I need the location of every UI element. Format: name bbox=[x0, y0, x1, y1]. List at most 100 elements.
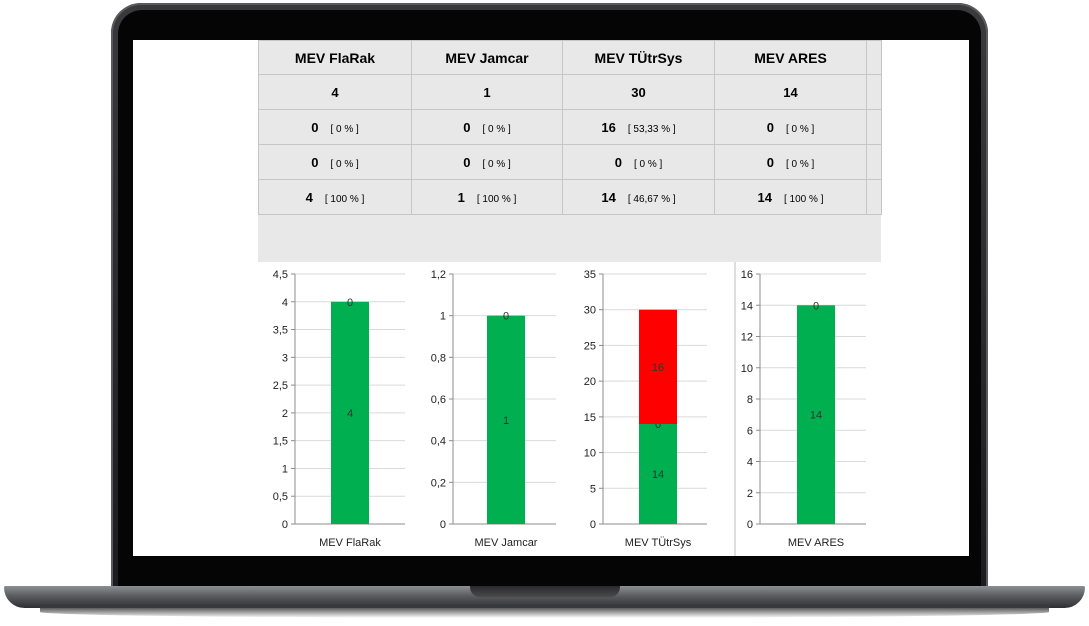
table-row-totals: 4 1 30 14 bbox=[258, 74, 882, 110]
cell-percent: [ 0 % ] bbox=[330, 123, 359, 135]
y-tick-label: 4,5 bbox=[273, 269, 288, 281]
cell-percent: [ 100 % ] bbox=[476, 193, 517, 205]
y-tick-label: 0,8 bbox=[431, 352, 446, 364]
y-tick-label: 3 bbox=[282, 352, 288, 364]
y-tick-label: 0 bbox=[590, 519, 596, 531]
column-header: MEV ARES bbox=[714, 40, 867, 75]
y-tick-label: 0,5 bbox=[273, 491, 288, 503]
cell-count: 0 bbox=[766, 154, 774, 170]
laptop-notch bbox=[470, 586, 620, 597]
cell-count: 1 bbox=[457, 189, 465, 205]
y-tick-label: 4 bbox=[747, 457, 753, 469]
y-tick-label: 1 bbox=[282, 463, 288, 475]
value-cell: 0 [ 0 % ] bbox=[714, 144, 867, 180]
value-cell: 0 [ 0 % ] bbox=[562, 144, 715, 180]
value-cell: 16 [ 53,33 % ] bbox=[562, 109, 715, 145]
table-edge-cell bbox=[866, 40, 882, 75]
table-row: 0 [ 0 % ] 0 [ 0 % ] 16 [ 53,33 % ] 0 [ 0 % ] bbox=[258, 109, 882, 145]
cell-count: 0 bbox=[311, 119, 319, 135]
bar-segment bbox=[331, 301, 369, 524]
bar-segment bbox=[639, 424, 677, 524]
y-tick-label: 1,5 bbox=[273, 436, 288, 448]
total-cell: 1 bbox=[411, 74, 563, 110]
cell-count: 0 bbox=[614, 154, 622, 170]
data-label: 1 bbox=[503, 415, 509, 427]
data-label: 14 bbox=[652, 469, 664, 481]
cell-count: 0 bbox=[311, 154, 319, 170]
category-label: MEV Jamcar bbox=[475, 537, 538, 549]
y-tick-label: 14 bbox=[741, 300, 753, 312]
y-tick-label: 0,2 bbox=[431, 477, 446, 489]
table-row: 0 [ 0 % ] 0 [ 0 % ] 0 [ 0 % ] 0 [ 0 % ] bbox=[258, 144, 882, 180]
y-tick-label: 6 bbox=[747, 425, 753, 437]
y-tick-label: 30 bbox=[584, 305, 596, 317]
data-label: 0 bbox=[655, 419, 661, 431]
y-tick-label: 5 bbox=[590, 483, 596, 495]
data-label: 14 bbox=[810, 410, 822, 422]
y-tick-label: 16 bbox=[741, 269, 753, 281]
category-label: MEV FlaRak bbox=[319, 537, 381, 549]
laptop-shadow bbox=[40, 606, 1049, 618]
cell-count: 0 bbox=[463, 154, 471, 170]
cell-count: 16 bbox=[601, 119, 616, 135]
cell-percent: [ 0 % ] bbox=[785, 158, 815, 170]
bar-segment bbox=[639, 309, 677, 424]
y-tick-label: 2 bbox=[747, 488, 753, 500]
value-cell: 1 [ 100 % ] bbox=[411, 179, 563, 215]
value-cell: 4 [ 100 % ] bbox=[258, 179, 412, 215]
cell-percent: [ 0 % ] bbox=[633, 158, 663, 170]
y-tick-label: 4 bbox=[282, 297, 288, 309]
table-edge-cell bbox=[866, 74, 882, 110]
cell-percent: [ 0 % ] bbox=[482, 123, 511, 135]
data-label: 4 bbox=[347, 408, 353, 420]
category-label: MEV ARES bbox=[788, 537, 844, 549]
y-tick-label: 10 bbox=[741, 363, 753, 375]
bar-segment bbox=[797, 305, 835, 524]
y-tick-label: 8 bbox=[747, 394, 753, 406]
table-row: 4 [ 100 % ] 1 [ 100 % ] 14 [ 46,67 % ] 14 [ … bbox=[258, 179, 882, 215]
cell-count: 14 bbox=[601, 189, 616, 205]
cell-count: 14 bbox=[757, 189, 772, 205]
y-tick-label: 0,6 bbox=[431, 394, 446, 406]
value-cell: 0 [ 0 % ] bbox=[714, 109, 867, 145]
total-cell: 14 bbox=[714, 74, 867, 110]
value-cell: 14 [ 46,67 % ] bbox=[562, 179, 715, 215]
cell-count: 0 bbox=[766, 119, 774, 135]
column-header: MEV FlaRak bbox=[258, 40, 412, 75]
y-tick-label: 20 bbox=[584, 376, 596, 388]
y-tick-label: 1,2 bbox=[431, 269, 446, 281]
data-label: 0 bbox=[347, 297, 353, 309]
value-cell: 0 [ 0 % ] bbox=[258, 144, 412, 180]
data-label: 0 bbox=[813, 300, 819, 312]
y-tick-label: 0 bbox=[747, 519, 753, 531]
column-header: MEV TÜtrSys bbox=[562, 40, 715, 75]
value-cell: 0 [ 0 % ] bbox=[411, 109, 563, 145]
y-tick-label: 0,4 bbox=[431, 436, 446, 448]
column-header: MEV Jamcar bbox=[411, 40, 563, 75]
table-edge-cell bbox=[866, 109, 882, 145]
cell-percent: [ 100 % ] bbox=[784, 193, 824, 205]
cell-count: 0 bbox=[463, 119, 471, 135]
cell-percent: [ 100 % ] bbox=[324, 193, 365, 205]
total-cell: 30 bbox=[562, 74, 715, 110]
screen: MEV FlaRak MEV Jamcar MEV TÜtrSys MEV AR… bbox=[133, 40, 969, 556]
cell-percent: [ 0 % ] bbox=[482, 158, 511, 170]
cell-percent: [ 46,67 % ] bbox=[627, 193, 676, 205]
y-tick-label: 0 bbox=[440, 519, 446, 531]
y-tick-label: 3,5 bbox=[273, 325, 288, 337]
value-cell: 0 [ 0 % ] bbox=[411, 144, 563, 180]
y-tick-label: 35 bbox=[584, 269, 596, 281]
y-tick-label: 2,5 bbox=[273, 380, 288, 392]
cell-percent: [ 0 % ] bbox=[785, 123, 815, 135]
cell-percent: [ 53,33 % ] bbox=[627, 123, 676, 135]
y-tick-label: 10 bbox=[584, 448, 596, 460]
summary-panel: MEV FlaRak MEV Jamcar MEV TÜtrSys MEV AR… bbox=[258, 40, 882, 262]
table-edge-cell bbox=[866, 144, 882, 180]
table-edge-cell bbox=[866, 179, 882, 215]
cell-count: 4 bbox=[305, 189, 313, 205]
table-header-row: MEV FlaRak MEV Jamcar MEV TÜtrSys MEV AR… bbox=[258, 40, 882, 75]
data-label: 16 bbox=[652, 362, 664, 374]
value-cell: 14 [ 100 % ] bbox=[714, 179, 867, 215]
data-label: 0 bbox=[503, 311, 509, 323]
cell-percent: [ 0 % ] bbox=[330, 158, 359, 170]
